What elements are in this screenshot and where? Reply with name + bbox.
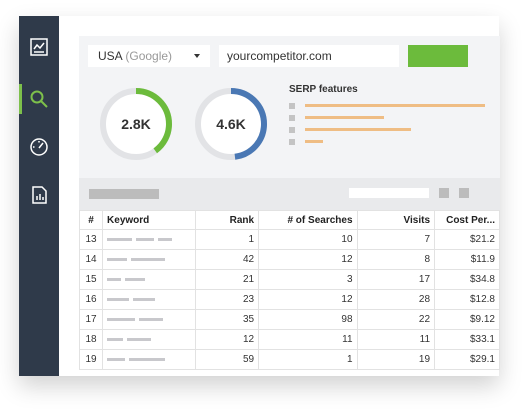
- row-number: 15: [78, 269, 104, 290]
- visits-cell: 8: [356, 249, 436, 270]
- keywords-table: # Keyword Rank # of Searches Visits Cost…: [78, 210, 500, 370]
- keyword-cell[interactable]: [102, 229, 197, 250]
- searches-cell: 12: [258, 249, 358, 270]
- cost-cell: $33.1: [434, 329, 500, 350]
- row-number: 18: [78, 329, 104, 350]
- table-filter-input[interactable]: [349, 188, 429, 198]
- searches-cell: 1: [258, 349, 358, 370]
- column-header-searches[interactable]: # of Searches: [258, 210, 358, 230]
- keyword-cell[interactable]: [102, 249, 197, 270]
- chart-icon[interactable]: [28, 36, 50, 58]
- searches-cell: 10: [258, 229, 358, 250]
- table-row[interactable]: 13 1 10 7 $21.2: [78, 229, 500, 250]
- metric-value-2: 4.6K: [216, 116, 246, 132]
- keyword-cell[interactable]: [102, 289, 197, 310]
- cost-cell: $12.8: [434, 289, 500, 310]
- metric-donut-2: 4.6K: [194, 87, 268, 161]
- column-header-number[interactable]: #: [78, 210, 104, 230]
- table-toolbar: [79, 178, 500, 210]
- report-icon[interactable]: [28, 184, 50, 206]
- database-country: USA: [98, 49, 123, 63]
- overview-panel: USA (Google) 2.8K 4.6K SERP features: [79, 36, 500, 178]
- rank-cell: 23: [195, 289, 260, 310]
- serp-feature-marker: [289, 115, 295, 121]
- serp-feature-marker: [289, 127, 295, 133]
- serp-feature-marker: [289, 103, 295, 109]
- database-select[interactable]: USA (Google): [88, 45, 210, 67]
- serp-feature-bar: [305, 140, 323, 143]
- chevron-down-icon: [194, 54, 200, 58]
- sidebar: [19, 16, 59, 376]
- row-number: 19: [78, 349, 104, 370]
- search-icon[interactable]: [28, 88, 50, 110]
- serp-feature-marker: [289, 139, 295, 145]
- serp-feature-bar: [305, 104, 485, 107]
- rank-cell: 12: [195, 329, 260, 350]
- keyword-cell[interactable]: [102, 329, 197, 350]
- table-header-row: # Keyword Rank # of Searches Visits Cost…: [78, 210, 500, 230]
- active-indicator: [19, 84, 22, 114]
- cost-cell: $21.2: [434, 229, 500, 250]
- searches-cell: 11: [258, 329, 358, 350]
- serp-feature-bar: [305, 128, 411, 131]
- keyword-cell[interactable]: [102, 349, 197, 370]
- cost-cell: $34.8: [434, 269, 500, 290]
- visits-cell: 7: [356, 229, 436, 250]
- searches-cell: 3: [258, 269, 358, 290]
- column-header-visits[interactable]: Visits: [356, 210, 436, 230]
- metric-value-1: 2.8K: [121, 116, 151, 132]
- search-button[interactable]: [408, 45, 468, 67]
- table-row[interactable]: 17 35 98 22 $9.12: [78, 309, 500, 330]
- cost-cell: $29.1: [434, 349, 500, 370]
- table-title-placeholder: [89, 189, 159, 199]
- column-header-cost[interactable]: Cost Per...: [434, 210, 500, 230]
- visits-cell: 28: [356, 289, 436, 310]
- row-number: 13: [78, 229, 104, 250]
- rank-cell: 59: [195, 349, 260, 370]
- domain-input[interactable]: [219, 45, 399, 67]
- column-header-rank[interactable]: Rank: [195, 210, 260, 230]
- visits-cell: 22: [356, 309, 436, 330]
- keywords-table-panel: # Keyword Rank # of Searches Visits Cost…: [78, 178, 500, 370]
- visits-cell: 19: [356, 349, 436, 370]
- row-number: 16: [78, 289, 104, 310]
- rank-cell: 35: [195, 309, 260, 330]
- row-number: 14: [78, 249, 104, 270]
- cost-cell: $9.12: [434, 309, 500, 330]
- cost-cell: $11.9: [434, 249, 500, 270]
- rank-cell: 21: [195, 269, 260, 290]
- database-engine: (Google): [125, 49, 173, 63]
- table-row[interactable]: 19 59 1 19 $29.1: [78, 349, 500, 370]
- searches-cell: 98: [258, 309, 358, 330]
- row-number: 17: [78, 309, 104, 330]
- keyword-cell[interactable]: [102, 309, 197, 330]
- searches-cell: 12: [258, 289, 358, 310]
- table-option-button[interactable]: [439, 188, 449, 198]
- table-row[interactable]: 14 42 12 8 $11.9: [78, 249, 500, 270]
- rank-cell: 42: [195, 249, 260, 270]
- column-header-keyword[interactable]: Keyword: [102, 210, 197, 230]
- visits-cell: 17: [356, 269, 436, 290]
- visits-cell: 11: [356, 329, 436, 350]
- table-row[interactable]: 15 21 3 17 $34.8: [78, 269, 500, 290]
- serp-feature-bar: [305, 116, 384, 119]
- serp-features-title: SERP features: [289, 84, 358, 95]
- table-row[interactable]: 16 23 12 28 $12.8: [78, 289, 500, 310]
- keyword-cell[interactable]: [102, 269, 197, 290]
- table-row[interactable]: 18 12 11 11 $33.1: [78, 329, 500, 350]
- metric-donut-1: 2.8K: [99, 87, 173, 161]
- rank-cell: 1: [195, 229, 260, 250]
- gauge-icon[interactable]: [28, 136, 50, 158]
- app-window: USA (Google) 2.8K 4.6K SERP features: [19, 16, 500, 376]
- table-option-button[interactable]: [459, 188, 469, 198]
